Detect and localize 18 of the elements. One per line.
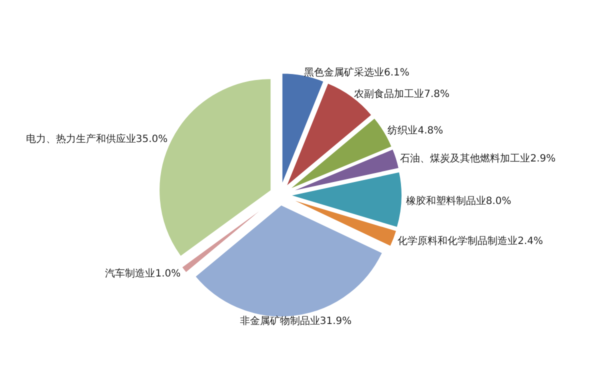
slice-label: 石油、煤炭及其他燃料加工业	[400, 152, 530, 164]
slice-label: 橡胶和塑料制品业	[406, 194, 486, 207]
slice-label: 化学原料和化学制品制造业	[398, 235, 518, 248]
data-label: 35.0%	[136, 134, 168, 145]
slice-label: 汽车制造业	[105, 267, 156, 280]
data-label: 2.4%	[518, 236, 544, 248]
data-label: 8.0%	[486, 196, 512, 207]
data-label: 31.9%	[320, 316, 352, 328]
data-label: 6.1%	[384, 67, 410, 78]
slice-label: 电力、热力生产和供应业	[26, 132, 136, 145]
data-label: 7.8%	[424, 89, 450, 100]
slice-label: 农副食品加工业	[354, 88, 424, 100]
slice-label: 黑色金属矿采选业	[304, 66, 384, 78]
data-label: 1.0%	[155, 268, 181, 280]
slice-label: 非金属矿物制品业	[240, 315, 320, 328]
slice-label: 纺织业	[388, 124, 418, 137]
data-label: 4.8%	[418, 126, 444, 137]
data-label: 2.9%	[530, 153, 556, 164]
